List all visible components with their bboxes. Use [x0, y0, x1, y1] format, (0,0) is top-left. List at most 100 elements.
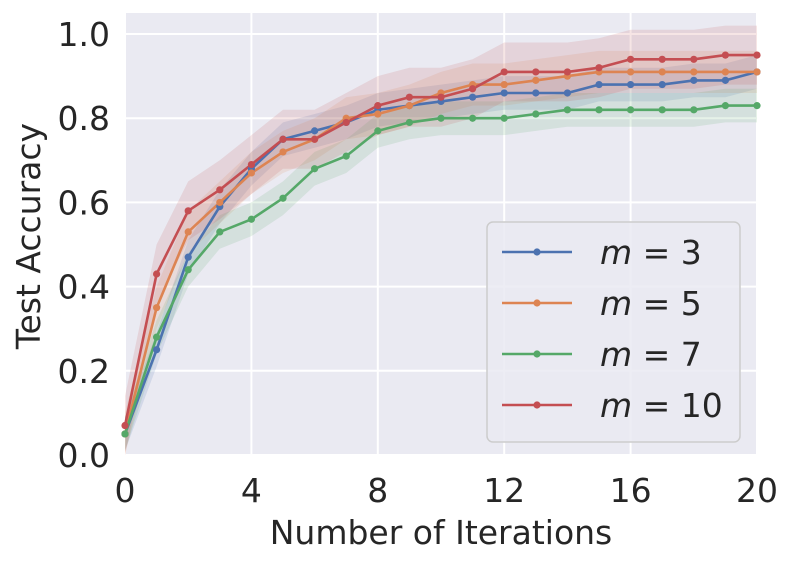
series-3-point	[595, 80, 603, 89]
series-7-point	[595, 106, 603, 114]
series-7-point	[532, 110, 540, 118]
series-10-point	[753, 51, 761, 59]
series-markers	[121, 51, 761, 438]
series-10-point	[405, 93, 413, 101]
series-10-point	[500, 68, 508, 76]
series-5-point	[279, 148, 287, 156]
series-7-point	[469, 114, 477, 122]
series-3-point	[311, 127, 319, 135]
y-tick-label: 0.4	[58, 268, 110, 307]
series-5-point	[532, 76, 540, 84]
series-10-point	[532, 68, 540, 76]
series-3-point	[658, 80, 666, 89]
series-10-point	[563, 68, 572, 76]
series-5-point	[721, 68, 730, 76]
x-tick-label: 0	[115, 471, 136, 510]
series-10-point	[279, 135, 287, 143]
x-tick-label: 12	[483, 471, 525, 510]
y-tick-label: 0.8	[58, 99, 110, 138]
legend-entry-5-label: m = 5	[600, 284, 702, 323]
series-7-point	[690, 106, 698, 114]
series-5-point	[247, 169, 255, 177]
series-10-point	[658, 55, 666, 63]
legend-entry-7-value: = 7	[632, 335, 702, 374]
series-5-point	[658, 68, 666, 76]
legend-entry-10-value: = 10	[632, 386, 723, 425]
series-3-point	[184, 253, 192, 261]
legend-entry-5-value: = 5	[632, 284, 702, 323]
x-tick-label: 16	[610, 471, 652, 510]
series-5-point	[405, 102, 413, 110]
series-10-point	[437, 93, 445, 101]
y-axis-title: Test Accuracy	[9, 123, 48, 350]
series-10-point	[627, 55, 635, 63]
series-7-point	[311, 165, 319, 173]
series-3-point	[532, 89, 540, 97]
y-tick-label: 1.0	[58, 15, 110, 54]
series-7-point	[374, 127, 382, 135]
series-10-point	[216, 186, 224, 194]
y-tick-label: 0.6	[58, 183, 110, 222]
legend-entry-10-label: m = 10	[600, 386, 723, 425]
series-5-point	[627, 68, 635, 76]
x-tick-label: 20	[736, 471, 778, 510]
series-7-point	[279, 194, 287, 202]
series-10-point	[342, 118, 350, 127]
legend-entry-10-marker	[533, 401, 541, 409]
legend-entry-7-marker	[533, 350, 541, 358]
series-3-point	[627, 80, 635, 89]
x-tick-label: 8	[367, 471, 388, 510]
series-3-point	[500, 89, 508, 97]
legend-entry-3-value: = 3	[632, 233, 702, 272]
series-7-point	[342, 152, 350, 160]
series-10-point	[311, 135, 319, 143]
series-7-point	[184, 266, 192, 274]
series-5-point	[216, 198, 224, 207]
series-7-point	[658, 106, 666, 114]
y-tick-label: 0.0	[58, 436, 110, 475]
series-5-point	[153, 304, 161, 312]
series-10-point	[721, 51, 730, 59]
series-5-point	[500, 80, 508, 89]
series-7-point	[247, 215, 255, 223]
series-7-point	[721, 102, 730, 110]
legend-entry-5-variable: m	[600, 284, 632, 323]
series-5-point	[374, 110, 382, 118]
series-7-point	[500, 114, 508, 122]
series-5-point	[690, 68, 698, 76]
y-tick-label: 0.2	[58, 352, 110, 391]
series-3-point	[721, 76, 730, 84]
series-7-point	[121, 430, 129, 438]
legend-entry-3-variable: m	[600, 233, 632, 272]
series-10-point	[595, 64, 603, 72]
series-10-point	[184, 207, 192, 215]
series-3-point	[690, 76, 698, 84]
legend-entry-7-variable: m	[600, 335, 632, 374]
series-7-point	[405, 118, 413, 127]
series-7-point	[216, 228, 224, 236]
series-3-point	[153, 346, 161, 354]
legend-entry-5-marker	[533, 299, 541, 307]
series-10-point	[247, 160, 255, 169]
legend-entry-7-label: m = 7	[600, 335, 702, 374]
series-10-point	[469, 85, 477, 93]
legend-entry-10-variable: m	[600, 386, 632, 425]
x-tick-label: 4	[241, 471, 262, 510]
series-7-point	[627, 106, 635, 114]
series-5-point	[184, 228, 192, 236]
series-10-point	[121, 421, 129, 430]
series-10-point	[153, 270, 161, 278]
legend-entry-3-label: m = 3	[600, 233, 702, 272]
series-10-point	[374, 102, 382, 110]
series-7-point	[437, 114, 445, 122]
series-5-point	[753, 68, 761, 76]
series-7-point	[563, 106, 572, 114]
legend-box	[486, 221, 741, 443]
y-tick-labels: 0.0 0.2 0.4 0.6 0.8 1.0	[58, 15, 110, 475]
series-3-point	[563, 89, 572, 97]
x-axis-title: Number of Iterations	[270, 513, 613, 552]
series-7-band	[125, 88, 757, 451]
legend-entry-3-marker	[533, 248, 541, 256]
series-10-band	[125, 25, 757, 455]
